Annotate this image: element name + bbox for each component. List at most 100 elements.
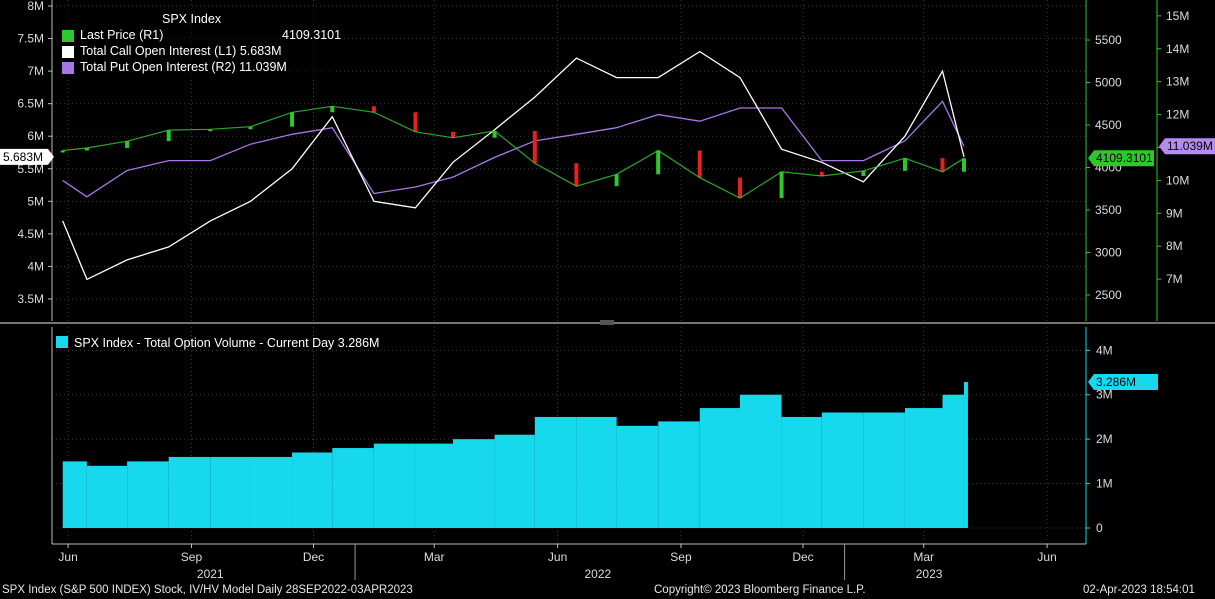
price-point [532,130,537,164]
price-point [574,163,579,187]
left-axis-tick-label: 5M [27,194,44,208]
legend-swatch-green [62,30,74,42]
price-point [697,150,702,178]
footer-timestamp: 02-Apr-2023 18:54:01 [1083,584,1195,596]
bottom-legend: SPX Index - Total Option Volume - Curren… [56,336,379,354]
series-line-total-call-open-interest [62,50,965,281]
x-axis-month-label: Jun [1037,550,1056,564]
x-axis-month-label: Sep [181,550,203,564]
price-point [371,106,376,113]
put-oi-last-value-tag: 11.039M [1159,138,1215,155]
x-axis-year-label: 2023 [916,567,943,581]
price-point [166,130,171,142]
x-axis-year-label: 2021 [197,567,224,581]
right2-axis-tick-label: 13M [1166,75,1189,89]
legend-item-put-oi: Total Put Open Interest (R2) 11.039M [62,60,332,76]
left-axis-tick-label: 3.5M [17,292,44,306]
panel-resize-handle [600,320,614,325]
volume-bar [781,416,822,528]
right2-axis-tick-label: 14M [1166,42,1189,56]
value-tag-shape [1088,374,1158,391]
price-point [248,126,253,130]
volume-bar [168,456,211,528]
value-tag-text: 3.286M [1096,375,1136,389]
bottom-axis-tick-label: 4M [1096,343,1113,357]
right1-axis-tick-label: 3000 [1095,246,1122,260]
price-point [902,158,907,171]
right1-axis-tick-label: 4500 [1095,118,1122,132]
bottom-axis-tick-label: 2M [1096,432,1113,446]
volume-bar [821,412,864,528]
value-tag-shape [0,148,48,165]
series-lines [62,50,965,281]
right2-axis-tick-label: 15M [1166,9,1189,23]
right1-axis-tick-label: 3500 [1095,203,1122,217]
volume-bar [616,425,659,528]
value-tag-text: 11.039M [1167,139,1213,153]
price-point [614,174,619,187]
price-point [208,129,213,132]
price-point [861,170,866,176]
right1-axis-tick-label: 5500 [1095,33,1122,47]
x-axis-month-label: Dec [792,550,813,564]
price-point [290,112,295,127]
right2-axis-tick-label: 10M [1166,173,1189,187]
price-point [492,130,497,138]
legend-title: SPX Index [162,12,222,26]
x-axis-month-label: Mar [424,550,445,564]
price-point [60,150,65,153]
last-value-tags: 5.683M 4109.3101 11.039M 3.286M [0,138,1215,391]
left-axis-tick-label: 7.5M [17,32,44,46]
left-axis-tick-label: 7M [27,64,44,78]
price-point [819,171,824,176]
right2-axis-tick-label: 12M [1166,108,1189,122]
left-axis-tick-label: 4M [27,259,44,273]
series-line-last-price [62,105,965,199]
price-point [656,150,661,175]
volume-bar [494,434,535,528]
legend-swatch-white [62,46,74,58]
legend-swatch-cyan [56,336,68,348]
x-axis-month-label: Mar [913,550,934,564]
x-axis-month-label: Jun [58,550,77,564]
value-tag-shape [1159,138,1215,155]
volume-bar [62,461,87,528]
value-tag-arrow [48,148,54,165]
x-axis-year-label: 2022 [584,567,611,581]
right2-axis-tick-label: 7M [1166,272,1183,286]
volume-bar [904,408,943,528]
volume-bar [373,443,416,528]
right1-axis-tick-label: 2500 [1095,288,1122,302]
legend-label: Last Price (R1) [80,28,164,42]
right1-axis-tick-label: 5000 [1095,76,1122,90]
footer-security-description: SPX Index (S&P 500 INDEX) Stock, IV/HV M… [2,584,413,596]
legend-value: 4109.3101 [282,28,342,42]
value-tag-shape [1088,150,1154,167]
volume-bar [963,382,968,528]
volume-bar [332,448,374,528]
price-point [84,147,89,151]
value-tag-text: 5.683M [3,150,43,164]
right2-axis-tick-label: 8M [1166,239,1183,253]
left-axis-tick-label: 6M [27,129,44,143]
call-oi-last-value-tag: 5.683M [0,148,54,165]
price-last-value-tag: 4109.3101 [1088,150,1154,167]
left-axis-tick-label: 8M [27,0,44,13]
footer-copyright: Copyright© 2023 Bloomberg Finance L.P. [654,584,866,596]
volume-bar [658,421,700,528]
volume-bar [863,412,905,528]
legend-item-last-price: Last Price (R1) 4109.3101 [62,28,341,44]
volume-bars [62,382,968,528]
volume-bar [127,461,169,528]
volume-bar [452,439,495,528]
volume-bar [250,456,293,528]
volume-bar [86,465,128,528]
volume-bar [576,416,617,528]
price-point [413,112,418,132]
legend-label: Total Put Open Interest (R2) 11.039M [80,60,287,74]
left-axis-tick-label: 5.5M [17,162,44,176]
x-axis-month-label: Sep [670,550,692,564]
left-axis-tick-label: 6.5M [17,97,44,111]
bottom-axis-tick-label: 1M [1096,477,1113,491]
